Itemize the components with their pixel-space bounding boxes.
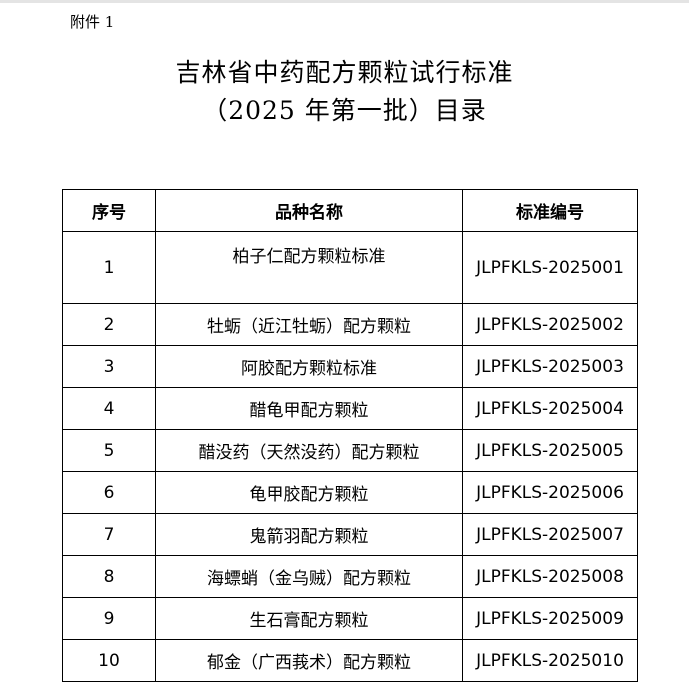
cell-code: JLPFKLS-2025006 (462, 471, 638, 514)
cell-no: 6 (62, 471, 156, 514)
cell-code: JLPFKLS-2025003 (462, 345, 638, 388)
cell-code: JLPFKLS-2025008 (462, 555, 638, 598)
cell-name: 阿胶配方颗粒标准 (155, 345, 463, 388)
cell-no: 7 (62, 513, 156, 556)
cell-code: JLPFKLS-2025002 (462, 303, 638, 346)
table-row: 6 龟甲胶配方颗粒 JLPFKLS-2025006 (62, 471, 638, 514)
table-row: 7 鬼箭羽配方颗粒 JLPFKLS-2025007 (62, 513, 638, 556)
cell-name: 柏子仁配方颗粒标准 (155, 231, 463, 304)
attachment-label: 附件 1 (70, 13, 115, 31)
cell-name: 醋没药（天然没药）配方颗粒 (155, 429, 463, 472)
cell-name: 龟甲胶配方颗粒 (155, 471, 463, 514)
cell-code: JLPFKLS-2025004 (462, 387, 638, 430)
table-row: 5 醋没药（天然没药）配方颗粒 JLPFKLS-2025005 (62, 429, 638, 472)
cell-code: JLPFKLS-2025001 (462, 231, 638, 304)
header-name: 品种名称 (155, 189, 463, 232)
cell-name: 郁金（广西莪术）配方颗粒 (155, 639, 463, 682)
cell-no: 8 (62, 555, 156, 598)
document-title: 吉林省中药配方颗粒试行标准 (175, 58, 514, 87)
standards-table: 序号 品种名称 标准编号 1 柏子仁配方颗粒标准 JLPFKLS-2025001 2 牡… (62, 189, 638, 682)
table-row: 4 醋龟甲配方颗粒 JLPFKLS-2025004 (62, 387, 638, 430)
cell-no: 4 (62, 387, 156, 430)
cell-name: 海螵蛸（金乌贼）配方颗粒 (155, 555, 463, 598)
cell-name: 鬼箭羽配方颗粒 (155, 513, 463, 556)
cell-no: 1 (62, 231, 156, 304)
cell-name: 醋龟甲配方颗粒 (155, 387, 463, 430)
cell-code: JLPFKLS-2025005 (462, 429, 638, 472)
table-row: 1 柏子仁配方颗粒标准 JLPFKLS-2025001 (62, 231, 638, 304)
table-row: 8 海螵蛸（金乌贼）配方颗粒 JLPFKLS-2025008 (62, 555, 638, 598)
page-top-border (0, 0, 689, 3)
table-row: 2 牡蛎（近江牡蛎）配方颗粒 JLPFKLS-2025002 (62, 303, 638, 346)
header-no: 序号 (62, 189, 156, 232)
document-subtitle: （2025 年第一批）目录 (202, 96, 487, 125)
cell-no: 10 (62, 639, 156, 682)
cell-name: 生石膏配方颗粒 (155, 597, 463, 640)
table-row: 9 生石膏配方颗粒 JLPFKLS-2025009 (62, 597, 638, 640)
cell-code: JLPFKLS-2025009 (462, 597, 638, 640)
table-header-row: 序号 品种名称 标准编号 (62, 189, 638, 232)
header-code: 标准编号 (462, 189, 638, 232)
cell-name: 牡蛎（近江牡蛎）配方颗粒 (155, 303, 463, 346)
table-row: 3 阿胶配方颗粒标准 JLPFKLS-2025003 (62, 345, 638, 388)
cell-no: 2 (62, 303, 156, 346)
cell-no: 5 (62, 429, 156, 472)
cell-no: 3 (62, 345, 156, 388)
table-row: 10 郁金（广西莪术）配方颗粒 JLPFKLS-2025010 (62, 639, 638, 682)
cell-no: 9 (62, 597, 156, 640)
cell-code: JLPFKLS-2025010 (462, 639, 638, 682)
cell-code: JLPFKLS-2025007 (462, 513, 638, 556)
